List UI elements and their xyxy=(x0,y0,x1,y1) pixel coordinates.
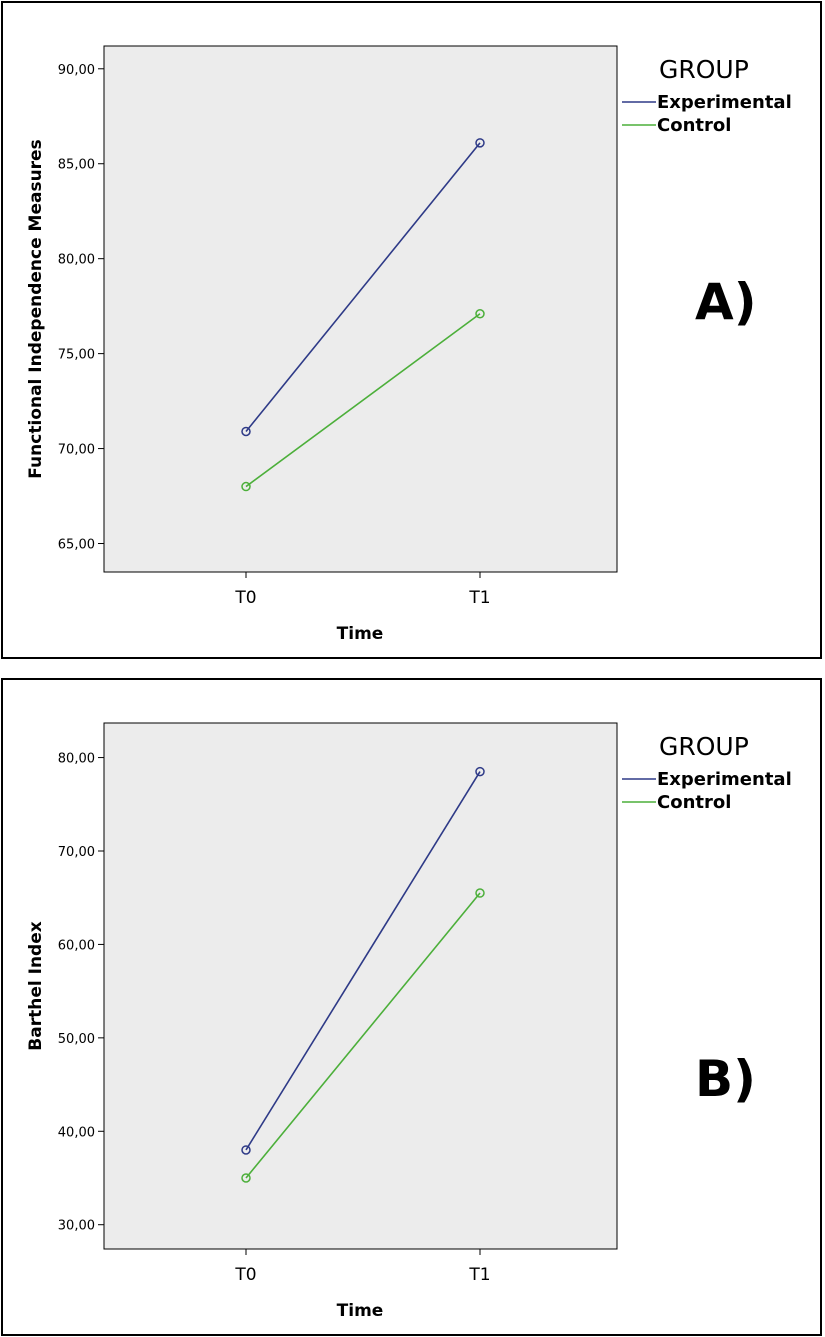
x-axis-title: Time xyxy=(337,624,384,644)
y-tick-label: 80,00 xyxy=(58,752,95,767)
chart-panel-b: 30,00 40,00 50,00 60,00 70,00 80,00 T0 T1 Time… xyxy=(1,678,822,1336)
data-point-experimental xyxy=(475,138,485,148)
y-tick-label: 90,00 xyxy=(58,63,95,78)
y-tick-label: 65,00 xyxy=(58,538,95,553)
y-tick-label: 75,00 xyxy=(58,348,95,363)
data-point-control xyxy=(241,1173,251,1183)
chart-b-svg: 30,00 40,00 50,00 60,00 70,00 80,00 T0 T1 Time… xyxy=(26,722,792,1321)
plot-area xyxy=(103,45,618,573)
legend-label-experimental: Experimental xyxy=(657,769,792,790)
y-tick-label: 60,00 xyxy=(58,938,95,953)
panel-label: A) xyxy=(695,273,757,331)
series-line-control xyxy=(245,313,481,488)
legend-label-control: Control xyxy=(657,115,731,136)
legend-label-experimental: Experimental xyxy=(657,92,792,113)
y-axis-title: Functional Independence Measures xyxy=(26,139,46,478)
legend-title: GROUP xyxy=(659,55,749,84)
y-axis-title: Barthel Index xyxy=(26,921,46,1050)
chart-a-svg: 65,00 70,00 75,00 80,00 85,00 90,00 T0 T1 Time… xyxy=(26,45,792,644)
y-tick-label: 85,00 xyxy=(58,158,95,173)
series-line-experimental xyxy=(245,771,481,1151)
x-tick-label: T0 xyxy=(234,588,256,608)
data-point-experimental xyxy=(475,766,485,777)
y-tick-label: 50,00 xyxy=(58,1032,95,1047)
y-tick-label: 30,00 xyxy=(58,1219,95,1234)
x-tick-label: T1 xyxy=(468,1265,490,1285)
data-point-control xyxy=(241,481,251,492)
data-point-control xyxy=(475,888,485,898)
x-tick-label: T0 xyxy=(234,1265,256,1285)
series-line-control xyxy=(245,892,481,1179)
panel-label: B) xyxy=(695,1050,756,1108)
x-axis-title: Time xyxy=(337,1301,384,1321)
y-tick-label: 70,00 xyxy=(58,443,95,458)
x-tick-label: T1 xyxy=(468,588,490,608)
data-point-experimental xyxy=(241,1145,251,1155)
legend-title: GROUP xyxy=(659,732,749,761)
plot-area xyxy=(103,722,618,1250)
y-tick-label: 70,00 xyxy=(58,845,95,860)
y-tick-label: 40,00 xyxy=(58,1125,95,1140)
legend-label-control: Control xyxy=(657,792,731,813)
chart-panel-a: 65,00 70,00 75,00 80,00 85,00 90,00 T0 T1 Time… xyxy=(1,1,822,659)
y-tick-label: 80,00 xyxy=(58,253,95,268)
series-line-experimental xyxy=(245,142,481,432)
data-point-experimental xyxy=(241,426,251,437)
data-point-control xyxy=(475,308,485,319)
